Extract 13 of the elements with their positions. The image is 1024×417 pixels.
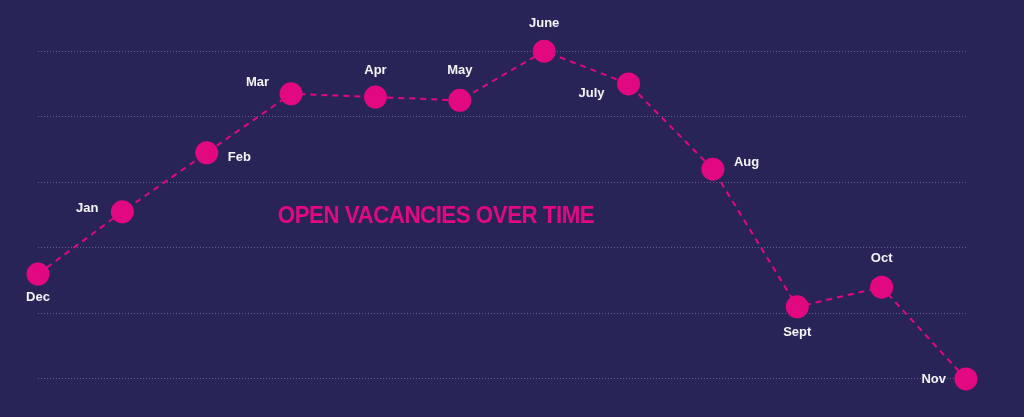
x-tick-label: Nov [921, 370, 947, 386]
x-tick-label: June [529, 14, 560, 30]
x-tick-label: Aug [733, 153, 760, 169]
x-tick-label: Dec [26, 288, 50, 304]
x-tick-label: Apr [364, 61, 387, 77]
x-tick-label: July [578, 84, 606, 100]
x-tick-label: Feb [227, 149, 251, 165]
text: OPEN VACANCIES OVER TIME [277, 202, 595, 228]
x-tick-label: Sept [783, 324, 813, 340]
x-tick-label: May [447, 61, 474, 77]
x-tick-label: Mar [245, 74, 270, 90]
x-tick-label: Jan [75, 200, 99, 216]
x-tick-label: Oct [870, 249, 894, 265]
